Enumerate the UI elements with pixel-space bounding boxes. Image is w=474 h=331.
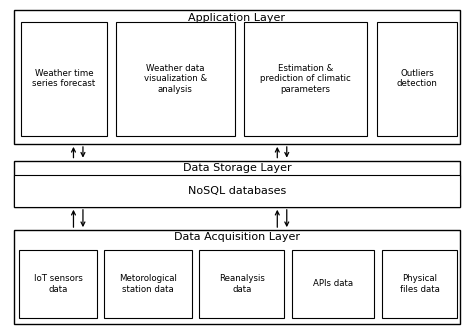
Bar [14,161,460,207]
Bar [19,250,97,318]
Text: NoSQL databases: NoSQL databases [188,186,286,196]
Bar [377,22,457,136]
Bar [104,250,192,318]
Bar [382,250,457,318]
Bar [14,230,460,324]
Text: Physical
files data: Physical files data [400,274,439,294]
Text: Weather time
series forecast: Weather time series forecast [32,69,96,88]
Bar [21,22,107,136]
Text: Application Layer: Application Layer [189,13,285,23]
Bar [199,250,284,318]
Bar [292,250,374,318]
Text: Data Acquisition Layer: Data Acquisition Layer [174,232,300,242]
Text: APIs data: APIs data [313,279,353,288]
Bar [14,10,460,144]
Text: Reanalysis
data: Reanalysis data [219,274,264,294]
Text: Data Storage Layer: Data Storage Layer [182,163,292,173]
Text: IoT sensors
data: IoT sensors data [34,274,82,294]
Text: Weather data
visualization &
analysis: Weather data visualization & analysis [144,64,207,94]
Bar [244,22,367,136]
Text: Outliers
detection: Outliers detection [397,69,438,88]
Text: Metorological
station data: Metorological station data [119,274,177,294]
Text: Estimation &
prediction of climatic
parameters: Estimation & prediction of climatic para… [260,64,351,94]
Bar [14,175,460,207]
Bar [116,22,235,136]
